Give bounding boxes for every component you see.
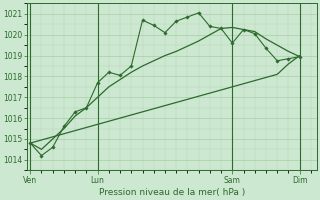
X-axis label: Pression niveau de la mer( hPa ): Pression niveau de la mer( hPa ): [99, 188, 245, 197]
